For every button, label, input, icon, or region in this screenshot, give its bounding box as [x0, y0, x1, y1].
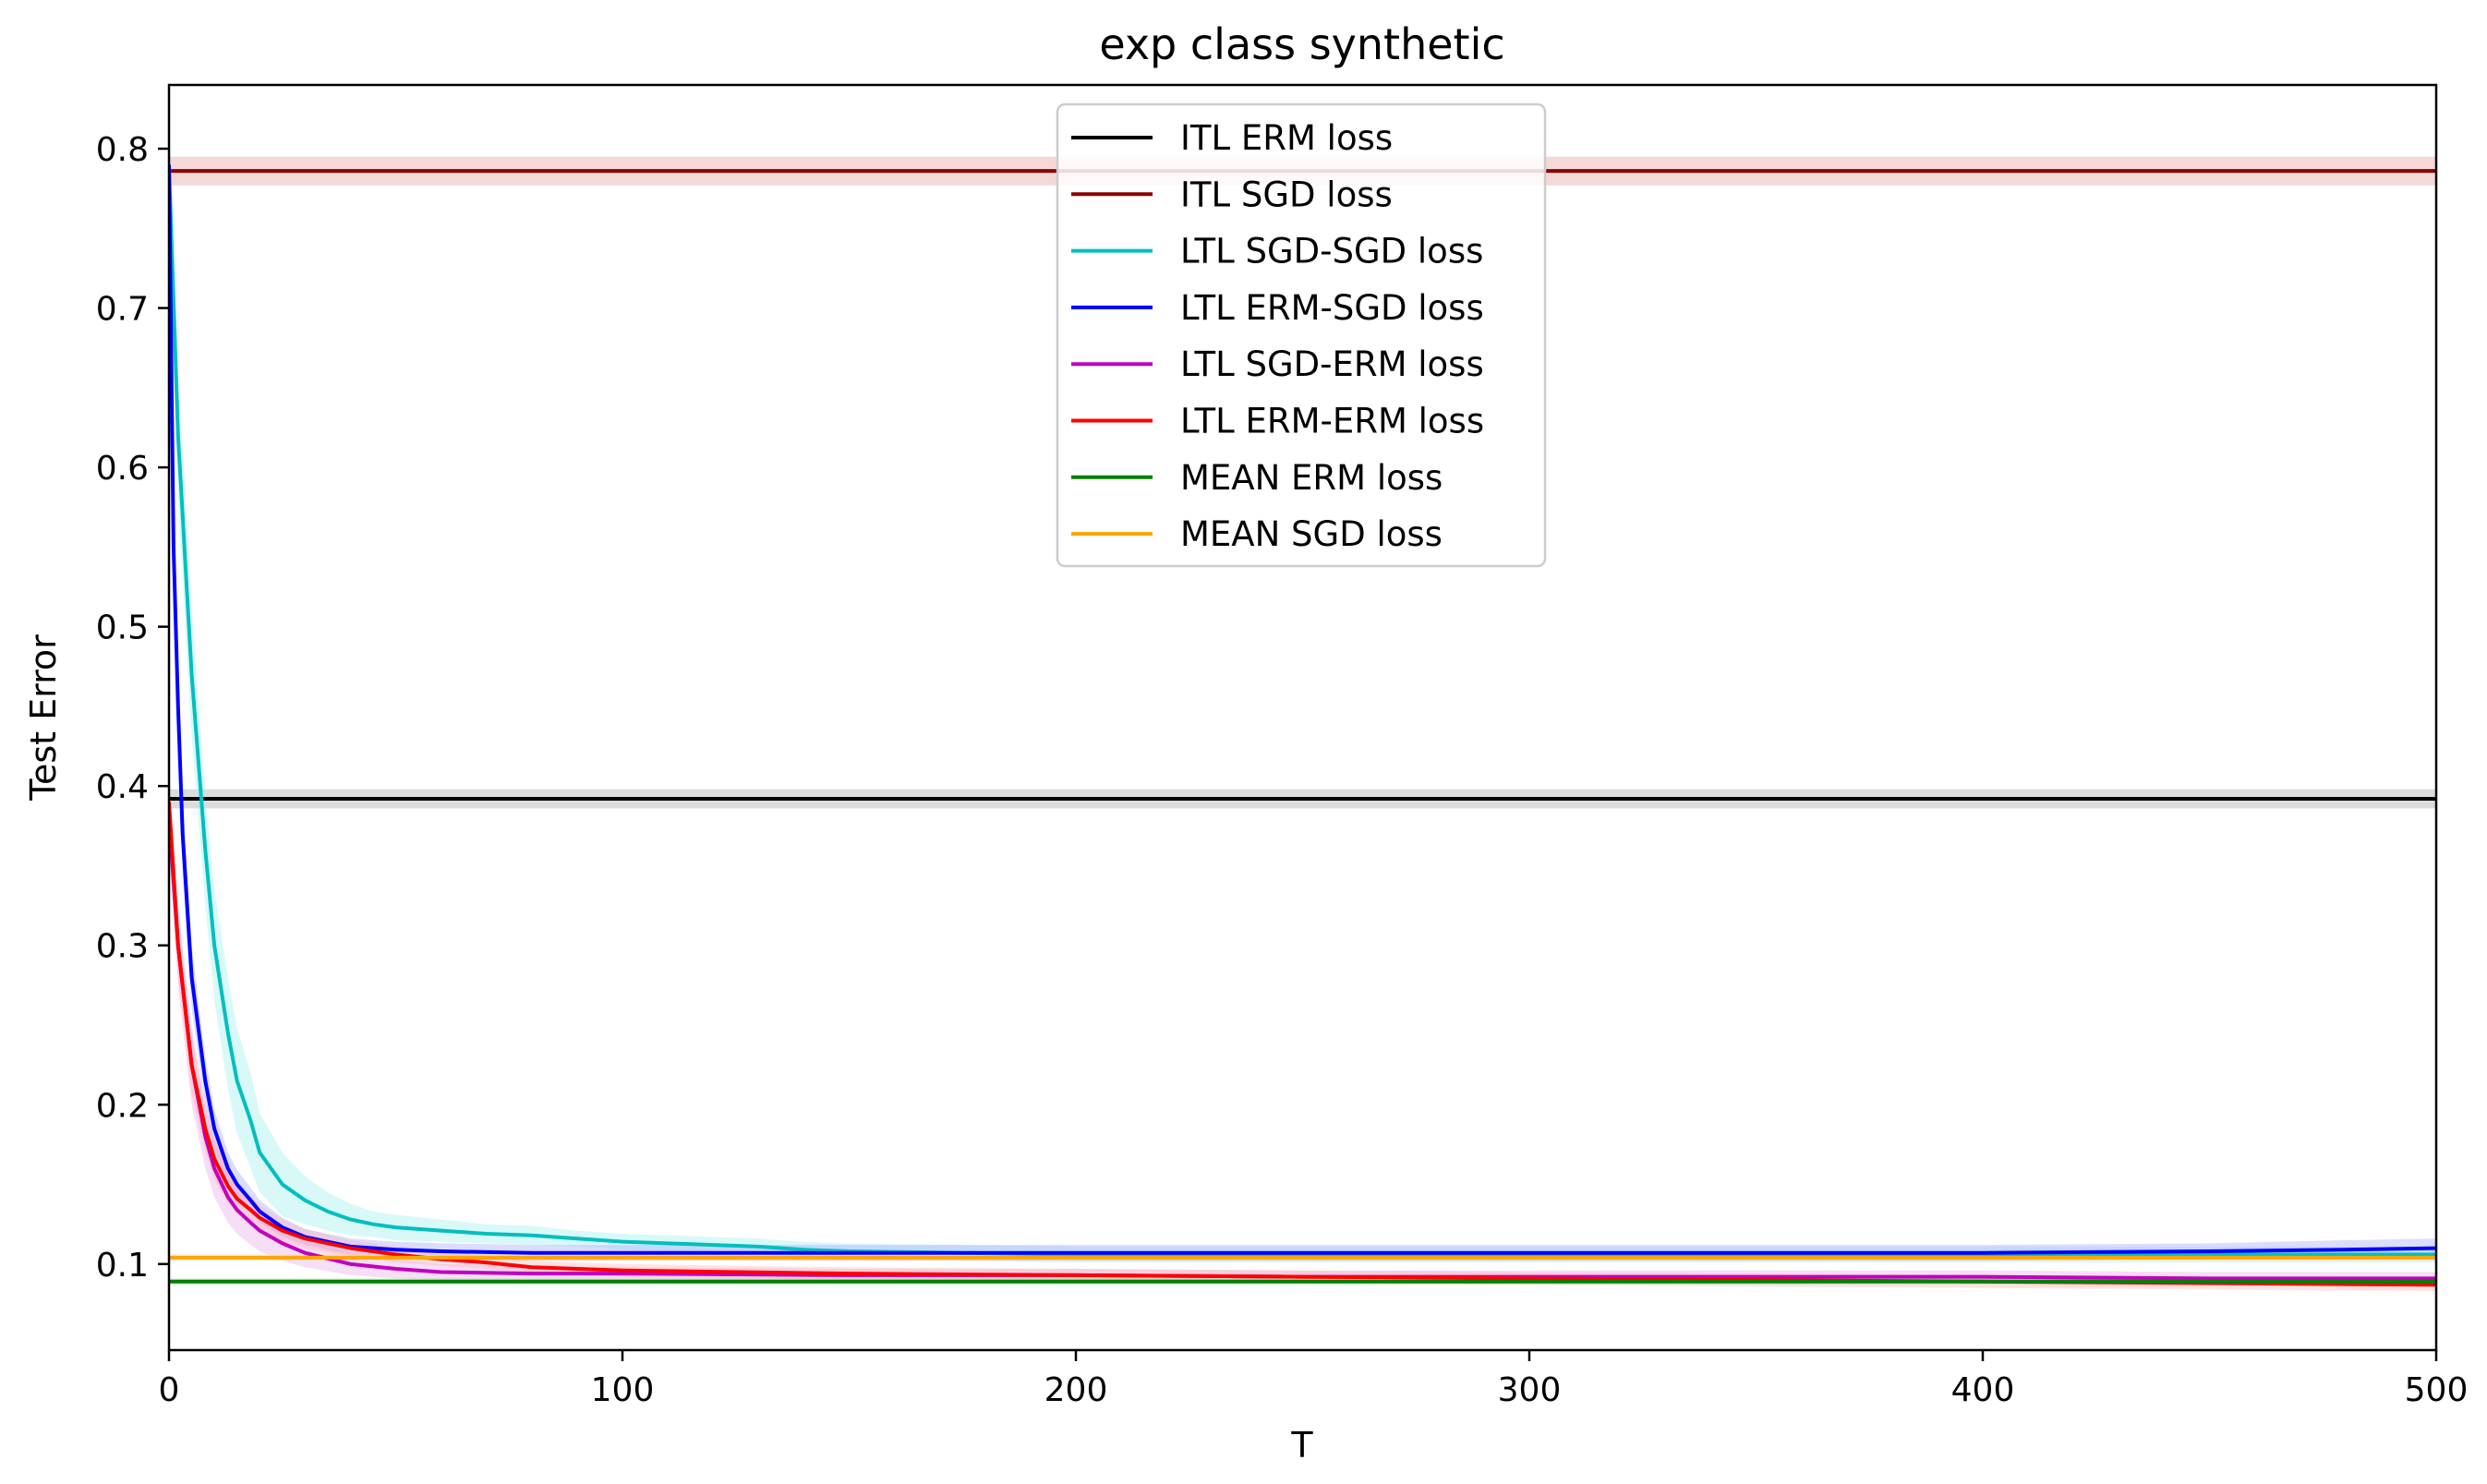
- y-tick-label: 0.5: [96, 609, 149, 647]
- y-tick-label: 0.2: [96, 1087, 149, 1125]
- plot-frame: [167, 83, 2438, 1352]
- y-tick-label: 0.6: [96, 450, 149, 488]
- x-axis-ticks: 0 100 200 300 400 500: [159, 1350, 2469, 1409]
- legend-label-mean-erm-loss: MEAN ERM loss: [1180, 458, 1443, 498]
- legend-label-ltl-erm-erm-loss: LTL ERM-ERM loss: [1180, 402, 1484, 441]
- x-tick-label: 400: [1951, 1371, 2015, 1409]
- y-tick-label: 0.8: [96, 131, 149, 169]
- x-tick-label: 100: [591, 1371, 655, 1409]
- y-tick-label: 0.4: [96, 768, 149, 806]
- x-tick-label: 300: [1498, 1371, 1562, 1409]
- legend: ITL ERM loss ITL SGD loss LTL SGD-SGD loss…: [1056, 103, 1547, 568]
- y-axis-ticks: 0.1 0.2 0.3 0.4 0.5 0.6 0.7 0.8: [96, 131, 169, 1285]
- y-tick-label: 0.7: [96, 291, 149, 329]
- legend-label-ltl-sgd-sgd-loss: LTL SGD-SGD loss: [1180, 232, 1483, 271]
- x-tick-label: 0: [159, 1371, 180, 1409]
- x-axis-label: T: [1290, 1425, 1313, 1466]
- y-tick-label: 0.1: [96, 1247, 149, 1285]
- legend-label-itl-sgd-loss: ITL SGD loss: [1180, 175, 1393, 214]
- y-tick-label: 0.3: [96, 928, 149, 966]
- legend-label-ltl-sgd-erm-loss: LTL SGD-ERM loss: [1180, 344, 1484, 384]
- legend-box: [1056, 103, 1547, 568]
- x-tick-label: 500: [2405, 1371, 2469, 1409]
- legend-label-itl-erm-loss: ITL ERM loss: [1180, 118, 1393, 158]
- legend-label-ltl-erm-sgd-loss: LTL ERM-SGD loss: [1180, 288, 1484, 328]
- legend-label-mean-sgd-loss: MEAN SGD loss: [1180, 514, 1443, 554]
- chart-title: exp class synthetic: [1099, 19, 1504, 69]
- x-tick-label: 200: [1044, 1371, 1108, 1409]
- ltl-sgd-erm-loss-line: [169, 817, 2436, 1281]
- y-axis-label: Test Error: [23, 634, 64, 802]
